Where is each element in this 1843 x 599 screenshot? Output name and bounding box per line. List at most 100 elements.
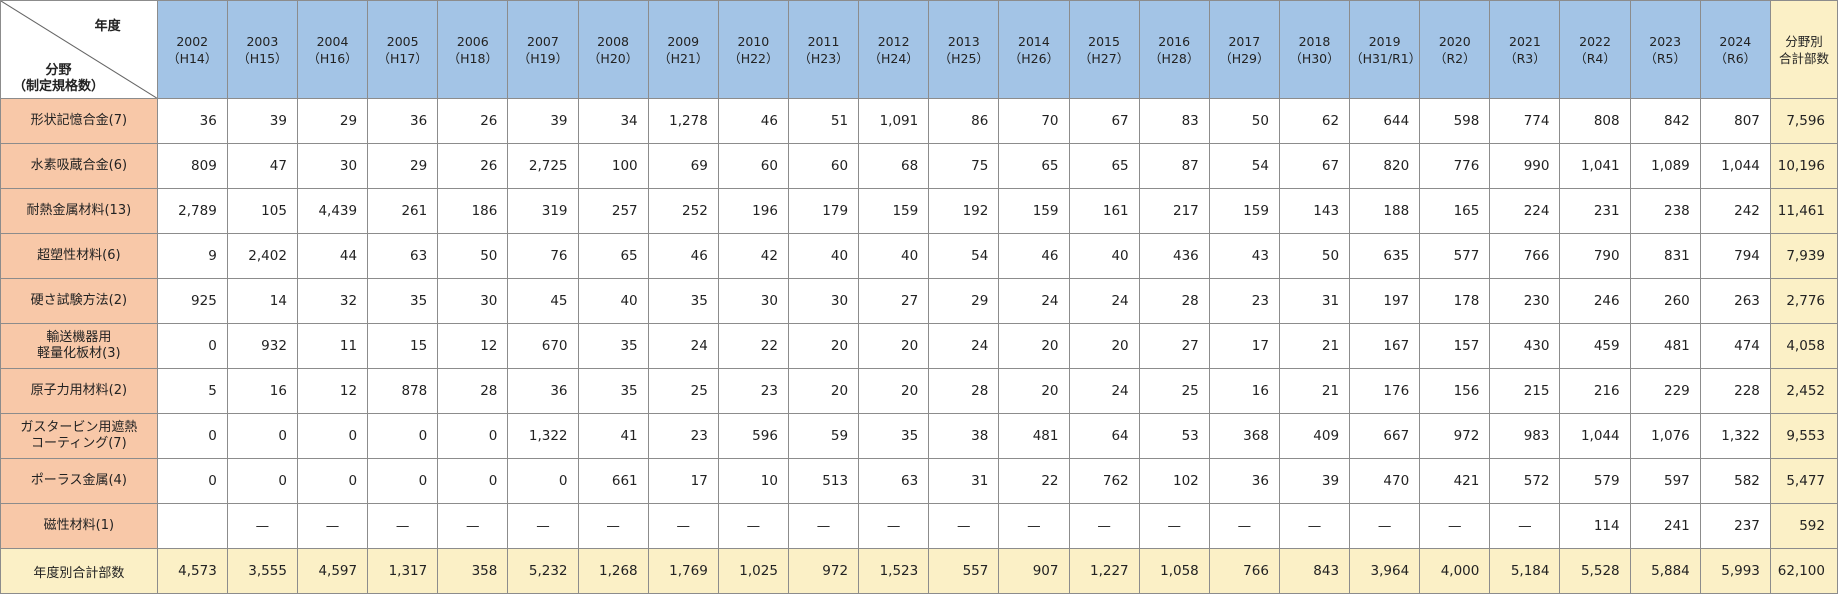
- year-header-2013: 2013 （H25）: [928, 0, 1000, 99]
- value-cell: 644: [1349, 98, 1421, 144]
- value-cell: 229: [1629, 368, 1701, 414]
- value-cell: 790: [1559, 233, 1631, 279]
- year-total-cell: 1,058: [1138, 548, 1210, 594]
- year-total-cell: 5,528: [1559, 548, 1631, 594]
- year-header-era: （H21）: [658, 50, 709, 66]
- value-cell: 21: [1278, 323, 1351, 369]
- year-total-label: 年度別合計部数: [0, 548, 158, 594]
- year-total-cell: 5,993: [1699, 548, 1771, 594]
- value-cell: 165: [1419, 188, 1491, 234]
- year-header-2022: 2022 （R4）: [1559, 0, 1631, 99]
- value-cell: 11: [296, 323, 369, 369]
- value-cell: 237: [1699, 503, 1771, 549]
- value-cell: 582: [1699, 458, 1771, 504]
- value-cell: 60: [717, 143, 789, 189]
- value-cell: 14: [226, 278, 298, 324]
- row-label-line: ポーラス金属(4): [30, 473, 127, 488]
- value-cell: 972: [1419, 413, 1491, 459]
- value-cell: 470: [1349, 458, 1421, 504]
- value-cell: —: [1138, 503, 1210, 549]
- year-total-cell: 5,184: [1489, 548, 1561, 594]
- row-label-line: 超塑性材料(6): [37, 248, 121, 263]
- year-header-era: （H17）: [377, 50, 428, 66]
- value-cell: 261: [367, 188, 439, 234]
- value-cell: 197: [1349, 278, 1421, 324]
- value-cell: 20: [998, 368, 1070, 414]
- value-cell: 30: [437, 278, 509, 324]
- value-cell: 319: [507, 188, 579, 234]
- value-cell: 50: [437, 233, 509, 279]
- value-cell: 86: [928, 98, 1000, 144]
- value-cell: 230: [1489, 278, 1561, 324]
- value-cell: 0: [507, 458, 579, 504]
- value-cell: 0: [437, 413, 509, 459]
- year-header-year: 2021: [1509, 33, 1541, 49]
- value-cell: 9: [156, 233, 228, 279]
- year-total-cell: 907: [998, 548, 1070, 594]
- value-cell: 46: [998, 233, 1070, 279]
- table-row: 水素吸蔵合金(6) 809 47 30 29 26 2,725 100 69 60 60 68 75 65…: [0, 143, 1839, 189]
- year-header-era: （H19）: [517, 50, 569, 66]
- corner-field-label: 分野 （制定規格数）: [13, 63, 104, 95]
- field-total-header-line: 分野別: [1785, 33, 1823, 49]
- value-cell: 263: [1699, 278, 1771, 324]
- table-row: 超塑性材料(6) 9 2,402 44 63 50 76 65 46 42 40 40 54 46 40 43…: [0, 233, 1839, 279]
- value-cell: 23: [717, 368, 789, 414]
- value-cell: 40: [577, 278, 649, 324]
- row-label: 耐熱金属材料(13): [0, 188, 158, 234]
- year-total-row: 年度別合計部数 4,573 3,555 4,597 1,317 358 5,232 1,268…: [0, 548, 1839, 594]
- header-row: 年度 分野 （制定規格数） 2002 （H14） 2003 （H15） 2004 （H16…: [0, 0, 1839, 99]
- value-cell: 598: [1419, 98, 1491, 144]
- value-cell: 40: [858, 233, 930, 279]
- year-header-era: （H18）: [447, 50, 498, 66]
- value-cell: 572: [1489, 458, 1561, 504]
- value-cell: 368: [1208, 413, 1280, 459]
- year-header-era: （H22）: [728, 50, 779, 66]
- year-header-year: 2009: [667, 33, 700, 49]
- year-header-2010: 2010 （H22）: [717, 0, 789, 99]
- row-total-cell: 592: [1769, 503, 1839, 549]
- value-cell: 28: [437, 368, 509, 414]
- row-label: 形状記憶合金(7): [0, 98, 158, 144]
- value-cell: 1,044: [1559, 413, 1631, 459]
- value-cell: 105: [226, 188, 298, 234]
- value-cell: 50: [1208, 98, 1280, 144]
- value-cell: —: [367, 503, 439, 549]
- year-header-year: 2007: [527, 33, 559, 49]
- value-cell: 159: [998, 188, 1070, 234]
- corner-year-label: 年度: [94, 19, 121, 34]
- value-cell: 481: [998, 413, 1070, 459]
- value-cell: 30: [296, 143, 369, 189]
- year-total-cell: 3,964: [1349, 548, 1421, 594]
- value-cell: —: [1278, 503, 1351, 549]
- value-cell: 63: [367, 233, 439, 279]
- year-header-2011: 2011 （H23）: [787, 0, 860, 99]
- row-total-cell: 10,196: [1769, 143, 1839, 189]
- value-cell: 38: [928, 413, 1000, 459]
- value-cell: 68: [858, 143, 930, 189]
- value-cell: 24: [928, 323, 1000, 369]
- value-cell: 596: [717, 413, 789, 459]
- value-cell: 23: [647, 413, 719, 459]
- value-cell: 46: [647, 233, 719, 279]
- year-header-era: （H30）: [1289, 50, 1340, 66]
- year-header-era: （H28）: [1149, 50, 1200, 66]
- year-header-year: 2011: [807, 33, 840, 49]
- year-total-cell: 1,227: [1068, 548, 1140, 594]
- value-cell: 260: [1629, 278, 1701, 324]
- row-total-cell: 5,477: [1769, 458, 1839, 504]
- row-label-line: 磁性材料(1): [43, 518, 115, 533]
- value-cell: 16: [1208, 368, 1280, 414]
- value-cell: 579: [1559, 458, 1631, 504]
- year-header-year: 2022: [1579, 33, 1611, 49]
- value-cell: 12: [296, 368, 369, 414]
- value-cell: —: [1208, 503, 1280, 549]
- value-cell: 70: [998, 98, 1070, 144]
- row-label-line: ガスタービン用遮熱: [20, 420, 138, 435]
- value-cell: 246: [1559, 278, 1631, 324]
- value-cell: 24: [1068, 278, 1140, 324]
- value-cell: 878: [367, 368, 439, 414]
- value-cell: 242: [1699, 188, 1771, 234]
- value-cell: 481: [1629, 323, 1701, 369]
- value-cell: —: [787, 503, 860, 549]
